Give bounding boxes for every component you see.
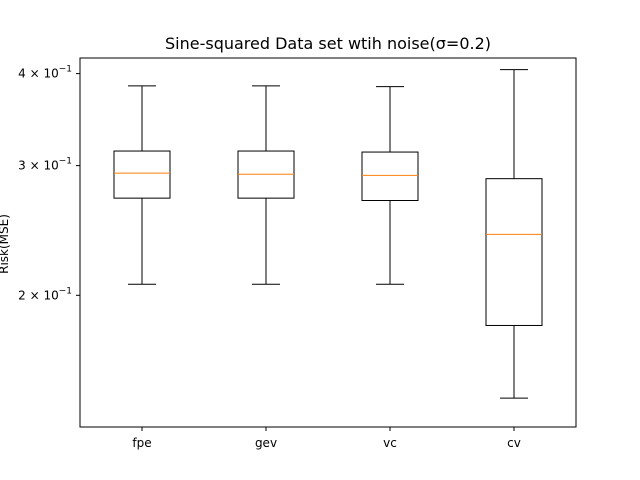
plot-area: 4 × 10−1 3 × 10−1 2 × 10−1 fpe gev vc cv: [18, 57, 577, 450]
x-tick-label: fpe: [132, 436, 151, 450]
y-axis-label: Risk(MSE): [0, 214, 11, 274]
x-tick-label: vc: [383, 436, 397, 450]
box-body: [113, 150, 171, 199]
y-tick-label: 2 × 10−1: [18, 286, 72, 302]
y-tick-label: 3 × 10−1: [18, 157, 72, 173]
axes-frame: [79, 57, 577, 428]
x-tick-label: gev: [255, 436, 277, 450]
chart-title: Sine-squared Data set wtih noise(σ=0.2): [165, 34, 491, 53]
x-tick-label: cv: [507, 436, 521, 450]
box-body: [485, 178, 543, 326]
y-tick-label: 4 × 10−1: [18, 65, 72, 81]
box-body: [361, 151, 419, 202]
